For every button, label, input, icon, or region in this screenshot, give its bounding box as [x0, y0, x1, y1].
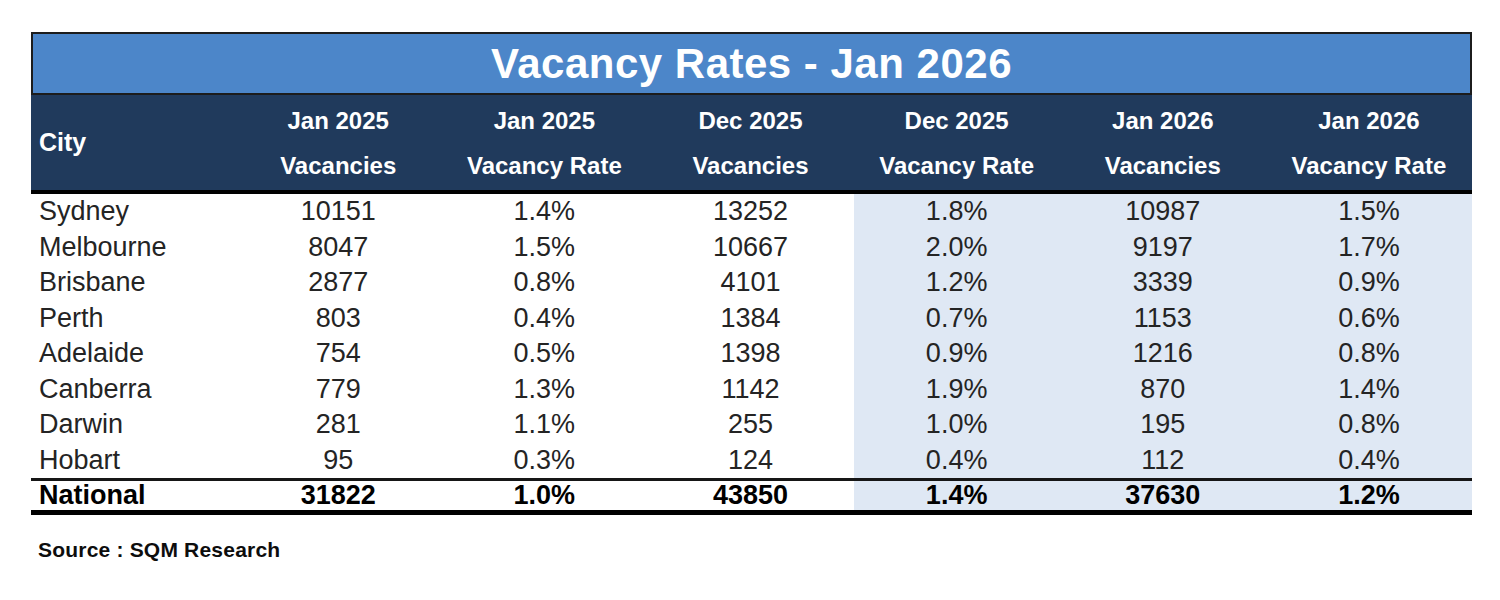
value-cell: 0.7%: [854, 301, 1060, 337]
city-cell: Hobart: [31, 443, 235, 480]
value-cell: 43850: [647, 480, 853, 513]
col-header-metric: Vacancies: [235, 143, 441, 188]
value-cell: 124: [647, 443, 853, 480]
value-cell: 0.3%: [441, 443, 647, 480]
col-header-metric: Vacancy Rate: [854, 143, 1060, 188]
col-header-period: Dec 2025: [647, 98, 853, 143]
value-cell: 2877: [235, 265, 441, 301]
header-row: City Jan 2025 Vacancies Jan 2025 Vacancy…: [31, 95, 1472, 192]
table-row-perth: Perth 803 0.4% 1384 0.7% 1153 0.6%: [31, 301, 1472, 337]
col-header-jan2026-vacancies: Jan 2026 Vacancies: [1060, 95, 1266, 192]
value-cell: 1.0%: [854, 407, 1060, 443]
col-header-period: Jan 2025: [441, 98, 647, 143]
value-cell: 0.9%: [854, 336, 1060, 372]
table-row-brisbane: Brisbane 2877 0.8% 4101 1.2% 3339 0.9%: [31, 265, 1472, 301]
value-cell: 0.8%: [1266, 407, 1472, 443]
value-cell: 0.5%: [441, 336, 647, 372]
col-header-label: City: [39, 128, 86, 156]
value-cell: 754: [235, 336, 441, 372]
value-cell: 10151: [235, 192, 441, 230]
value-cell: 1.4%: [1266, 372, 1472, 408]
value-cell: 0.4%: [854, 443, 1060, 480]
value-cell: 803: [235, 301, 441, 337]
value-cell: 1.7%: [1266, 230, 1472, 266]
value-cell: 1.4%: [854, 480, 1060, 513]
table-row-hobart: Hobart 95 0.3% 124 0.4% 112 0.4%: [31, 443, 1472, 480]
value-cell: 1142: [647, 372, 853, 408]
value-cell: 1.1%: [441, 407, 647, 443]
col-header-jan2026-vacancy-rate: Jan 2026 Vacancy Rate: [1266, 95, 1472, 192]
city-cell: Adelaide: [31, 336, 235, 372]
table-row-canberra: Canberra 779 1.3% 1142 1.9% 870 1.4%: [31, 372, 1472, 408]
value-cell: 9197: [1060, 230, 1266, 266]
vacancy-rates-table: Vacancy Rates - Jan 2026 City Jan 2025 V…: [31, 32, 1472, 515]
col-header-period: Jan 2026: [1266, 98, 1472, 143]
col-header-jan2025-vacancy-rate: Jan 2025 Vacancy Rate: [441, 95, 647, 192]
value-cell: 1216: [1060, 336, 1266, 372]
table-row-sydney: Sydney 10151 1.4% 13252 1.8% 10987 1.5%: [31, 192, 1472, 230]
value-cell: 1.4%: [441, 192, 647, 230]
value-cell: 195: [1060, 407, 1266, 443]
value-cell: 255: [647, 407, 853, 443]
vacancy-data-grid: City Jan 2025 Vacancies Jan 2025 Vacancy…: [31, 95, 1472, 515]
city-cell: Canberra: [31, 372, 235, 408]
value-cell: 4101: [647, 265, 853, 301]
value-cell: 281: [235, 407, 441, 443]
col-header-metric: Vacancies: [1060, 143, 1266, 188]
col-header-metric: Vacancies: [647, 143, 853, 188]
value-cell: 13252: [647, 192, 853, 230]
value-cell: 10987: [1060, 192, 1266, 230]
value-cell: 95: [235, 443, 441, 480]
value-cell: 1.2%: [1266, 480, 1472, 513]
value-cell: 112: [1060, 443, 1266, 480]
city-cell: Brisbane: [31, 265, 235, 301]
value-cell: 1.0%: [441, 480, 647, 513]
city-cell: Perth: [31, 301, 235, 337]
value-cell: 2.0%: [854, 230, 1060, 266]
value-cell: 0.8%: [441, 265, 647, 301]
value-cell: 8047: [235, 230, 441, 266]
value-cell: 1384: [647, 301, 853, 337]
value-cell: 10667: [647, 230, 853, 266]
value-cell: 1.9%: [854, 372, 1060, 408]
table-title-bar: Vacancy Rates - Jan 2026: [31, 32, 1472, 95]
table-row-national-total: National 31822 1.0% 43850 1.4% 37630 1.2…: [31, 480, 1472, 513]
col-header-period: Dec 2025: [854, 98, 1060, 143]
value-cell: 0.6%: [1266, 301, 1472, 337]
value-cell: 0.9%: [1266, 265, 1472, 301]
value-cell: 779: [235, 372, 441, 408]
col-header-period: Jan 2026: [1060, 98, 1266, 143]
value-cell: 31822: [235, 480, 441, 513]
city-cell: Darwin: [31, 407, 235, 443]
report-canvas: Vacancy Rates - Jan 2026 City Jan 2025 V…: [0, 0, 1500, 600]
table-title: Vacancy Rates - Jan 2026: [491, 40, 1012, 88]
col-header-period: Jan 2025: [235, 98, 441, 143]
value-cell: 37630: [1060, 480, 1266, 513]
col-header-jan2025-vacancies: Jan 2025 Vacancies: [235, 95, 441, 192]
table-row-adelaide: Adelaide 754 0.5% 1398 0.9% 1216 0.8%: [31, 336, 1472, 372]
value-cell: 3339: [1060, 265, 1266, 301]
col-header-dec2025-vacancies: Dec 2025 Vacancies: [647, 95, 853, 192]
table-row-darwin: Darwin 281 1.1% 255 1.0% 195 0.8%: [31, 407, 1472, 443]
col-header-dec2025-vacancy-rate: Dec 2025 Vacancy Rate: [854, 95, 1060, 192]
city-cell: Sydney: [31, 192, 235, 230]
value-cell: 1398: [647, 336, 853, 372]
col-header-metric: Vacancy Rate: [1266, 143, 1472, 188]
value-cell: 1.8%: [854, 192, 1060, 230]
value-cell: 1.5%: [1266, 192, 1472, 230]
source-attribution: Source : SQM Research: [38, 538, 280, 562]
city-cell: National: [31, 480, 235, 513]
value-cell: 1.5%: [441, 230, 647, 266]
value-cell: 1.3%: [441, 372, 647, 408]
value-cell: 0.4%: [1266, 443, 1472, 480]
table-row-melbourne: Melbourne 8047 1.5% 10667 2.0% 9197 1.7%: [31, 230, 1472, 266]
city-cell: Melbourne: [31, 230, 235, 266]
col-header-metric: Vacancy Rate: [441, 143, 647, 188]
value-cell: 0.4%: [441, 301, 647, 337]
value-cell: 870: [1060, 372, 1266, 408]
value-cell: 1.2%: [854, 265, 1060, 301]
value-cell: 1153: [1060, 301, 1266, 337]
value-cell: 0.8%: [1266, 336, 1472, 372]
col-header-city: City: [31, 95, 235, 192]
